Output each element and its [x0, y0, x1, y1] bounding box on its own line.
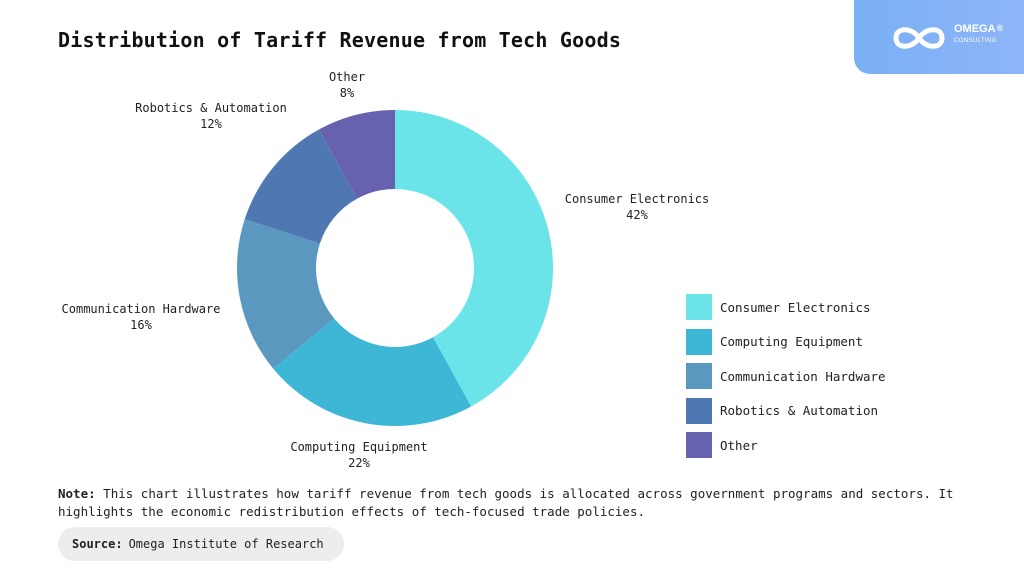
- legend-label: Other: [720, 437, 758, 453]
- legend-swatch: [686, 432, 712, 458]
- slice-value-label: 8%: [340, 86, 355, 100]
- chart-note: Note: This chart illustrates how tariff …: [58, 485, 988, 521]
- note-text: This chart illustrates how tariff revenu…: [58, 486, 954, 519]
- legend-item: Robotics & Automation: [686, 397, 886, 424]
- slice-category-label: Communication Hardware: [62, 302, 221, 316]
- slice-category-label: Computing Equipment: [290, 440, 427, 454]
- legend-item: Consumer Electronics: [686, 294, 886, 320]
- slice-category-label: Robotics & Automation: [135, 101, 287, 115]
- source-label: Source:: [72, 537, 123, 551]
- donut-slice: [395, 110, 553, 407]
- source-text: Omega Institute of Research: [128, 537, 324, 551]
- legend-label: Consumer Electronics: [720, 299, 871, 315]
- legend-swatch: [686, 397, 712, 424]
- legend-item: Computing Equipment: [686, 328, 886, 355]
- legend-item: Communication Hardware: [686, 363, 886, 389]
- chart-title: Distribution of Tariff Revenue from Tech…: [58, 28, 622, 52]
- legend-label: Robotics & Automation: [720, 403, 879, 418]
- slice-category-label: Other: [329, 70, 365, 84]
- slice-value-label: 16%: [130, 318, 152, 332]
- infinity-icon: [893, 27, 945, 49]
- legend-swatch: [686, 294, 712, 320]
- logo-tagline: CONSULTING: [954, 38, 997, 44]
- chart-legend: Consumer Electronics Computing Equipment…: [686, 294, 886, 467]
- legend-item: Other: [686, 432, 886, 458]
- slice-category-label: Consumer Electronics: [565, 192, 710, 206]
- donut-slice: [318, 110, 395, 199]
- legend-label: Communication Hardware: [720, 368, 886, 384]
- logo-wordmark: OMEGA®: [954, 23, 1004, 35]
- slice-value-label: 22%: [348, 456, 370, 470]
- source-pill: Source: Omega Institute of Research: [58, 527, 344, 561]
- brand-logo: OMEGA® CONSULTING: [854, 0, 1024, 74]
- slice-value-label: 42%: [626, 208, 648, 222]
- donut-slice: [237, 219, 335, 369]
- note-label: Note:: [58, 486, 96, 501]
- slice-value-label: 12%: [200, 117, 222, 131]
- legend-swatch: [686, 363, 712, 389]
- legend-label: Computing Equipment: [720, 334, 863, 349]
- donut-slice: [244, 129, 357, 244]
- donut-slice: [273, 318, 472, 426]
- legend-swatch: [686, 328, 712, 355]
